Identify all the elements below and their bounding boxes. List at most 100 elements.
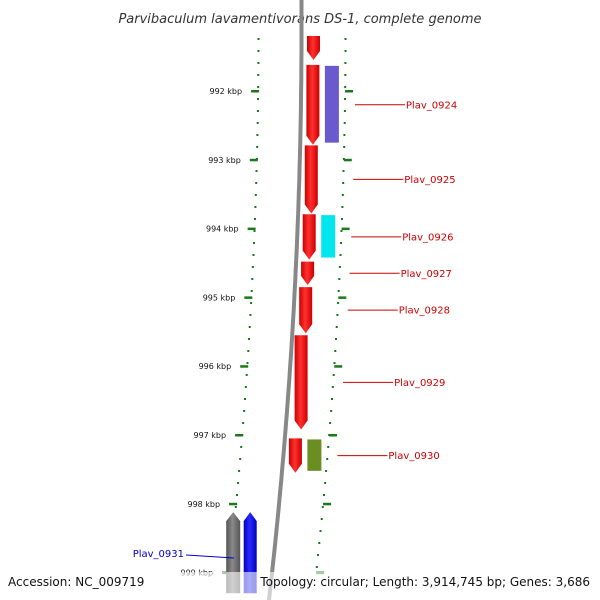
guide-dot <box>335 338 337 340</box>
guide-dot <box>257 62 260 64</box>
gene-label[interactable]: Plav_0927 <box>401 269 452 280</box>
tick-mark-left <box>229 502 238 506</box>
feature-block <box>324 65 339 143</box>
tick-mark-right <box>343 158 352 162</box>
guide-dot <box>317 554 319 556</box>
guide-dot <box>318 542 321 544</box>
guide-dot <box>248 338 250 340</box>
guide-dot <box>326 458 329 460</box>
guide-dot <box>324 482 327 484</box>
guide-dot <box>315 566 318 568</box>
tick-marks: 992 kbp 993 kbp 994 kbp 995 kbp 996 kbp 997 k… <box>180 87 354 578</box>
guide-dot <box>323 494 325 496</box>
guide-dot <box>257 38 260 40</box>
guide-dot <box>248 326 251 328</box>
tick-mark-right <box>323 502 332 506</box>
guide-dot <box>245 374 248 376</box>
guide-dot <box>251 266 254 268</box>
guide-dot <box>238 470 241 472</box>
guide-dot <box>341 206 344 208</box>
gene-label[interactable]: Plav_0924 <box>406 100 457 111</box>
guide-dot <box>336 314 339 316</box>
guide-dot <box>344 98 346 100</box>
tick-mark-left <box>240 365 249 368</box>
guide-dot <box>246 362 249 364</box>
gene-arrows <box>226 36 320 594</box>
guide-dot <box>250 302 253 304</box>
guide-dot <box>338 278 341 280</box>
tick-mark-right <box>345 90 354 93</box>
gene-label[interactable]: Plav_0930 <box>388 451 439 462</box>
guide-dot <box>253 242 255 244</box>
guide-dot <box>337 290 340 292</box>
tick-mark-left <box>244 296 253 299</box>
tick-mark-left <box>235 434 244 437</box>
guide-dot <box>254 206 257 208</box>
guide-dot <box>257 74 260 76</box>
gene-label[interactable]: Plav_0931 <box>133 549 184 560</box>
feature-block <box>321 215 336 258</box>
gene-arrow-plav_0925[interactable] <box>304 145 318 214</box>
guide-dot <box>344 74 347 76</box>
gene-label[interactable]: Plav_0925 <box>404 175 455 186</box>
feature-blocks <box>307 65 339 471</box>
guide-dot <box>325 470 328 472</box>
gene-arrow-forward[interactable] <box>307 36 320 60</box>
guide-dot <box>344 38 347 40</box>
guide-dot <box>237 482 240 484</box>
feature-block <box>307 439 322 471</box>
guide-dot <box>243 410 246 412</box>
guide-dot <box>254 218 256 220</box>
guide-dot <box>344 62 347 64</box>
tick-label: 997 kbp <box>193 431 226 440</box>
guide-dot <box>333 362 336 364</box>
guide-dot <box>255 182 258 184</box>
guide-dot <box>334 350 337 352</box>
tick-mark-left <box>251 90 260 93</box>
guide-dot <box>240 446 243 448</box>
guide-dot <box>256 134 259 136</box>
guide-dot <box>255 170 258 172</box>
guide-dot <box>321 506 324 508</box>
guide-dot <box>254 194 257 196</box>
gene-arrow-plav_0924[interactable] <box>306 64 320 145</box>
guide-dot <box>331 398 333 400</box>
guide-dot <box>249 314 252 316</box>
gene-arrow-plav_0926[interactable] <box>302 214 316 260</box>
guide-dot <box>234 506 237 508</box>
guide-dot <box>342 182 345 184</box>
guide-dot <box>244 386 247 388</box>
guide-dot <box>344 86 347 88</box>
gene-arrow-plav_0928[interactable] <box>299 287 313 334</box>
label-leader-line <box>185 554 235 559</box>
guide-dot <box>343 134 346 136</box>
guide-dot <box>251 278 254 280</box>
tick-mark-right <box>338 296 347 299</box>
guide-dot <box>340 242 342 244</box>
guide-dot <box>256 110 259 112</box>
guide-dot <box>242 422 245 424</box>
gene-label[interactable]: Plav_0928 <box>399 306 450 317</box>
gene-label[interactable]: Plav_0926 <box>402 232 453 243</box>
tick-mark-right <box>329 434 338 437</box>
guide-dot <box>256 122 259 124</box>
tick-label: 998 kbp <box>187 500 220 509</box>
tick-label: 996 kbp <box>199 362 232 371</box>
gene-arrow-plav_0927[interactable] <box>301 261 315 285</box>
gene-arrow-plav_0929[interactable] <box>294 335 308 430</box>
guide-dot <box>327 446 330 448</box>
gene-labels: Plav_0924 Plav_0925 Plav_0926 Plav_0927 Plav… <box>133 100 458 560</box>
tick-mark-left <box>249 158 258 162</box>
guide-dot <box>330 410 333 412</box>
gene-arrow-plav_0930[interactable] <box>288 438 302 473</box>
guide-dot <box>257 86 260 88</box>
gene-label[interactable]: Plav_0929 <box>394 378 445 389</box>
guide-dot <box>337 302 340 304</box>
guide-dot <box>250 290 253 292</box>
tick-label: 995 kbp <box>203 293 236 302</box>
guide-dot <box>253 230 256 232</box>
guide-dot <box>329 422 332 424</box>
guide-dot <box>335 326 338 328</box>
tick-mark-right <box>341 227 350 231</box>
